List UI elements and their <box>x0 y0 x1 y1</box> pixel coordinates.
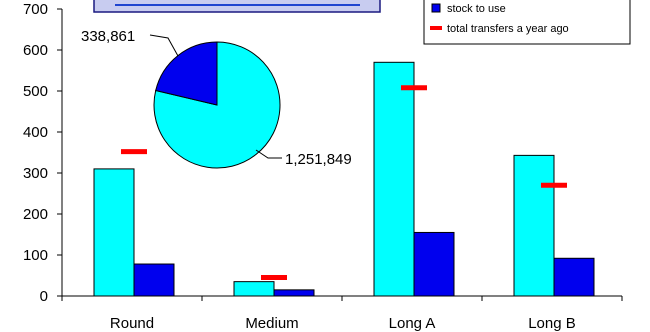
category-label: Medium <box>245 315 298 332</box>
y-tick-label: 700 <box>23 1 48 18</box>
y-tick-label: 400 <box>23 124 48 141</box>
bar-series-1-round <box>93 168 135 297</box>
bar-series-2-long-b <box>553 257 595 297</box>
legend-swatch-stock <box>431 3 441 13</box>
pie-label-large: 1,251,849 <box>285 151 352 168</box>
pie-leader-small <box>149 34 179 57</box>
pie-label-small: 338,861 <box>81 28 135 45</box>
y-tick-label: 100 <box>23 247 48 264</box>
category-label: Round <box>110 315 154 332</box>
legend-box <box>423 0 631 45</box>
y-tick-label: 500 <box>23 83 48 100</box>
category-label: Long A <box>389 315 436 332</box>
y-tick-label: 0 <box>40 288 48 305</box>
bar-series-2-round <box>133 263 175 297</box>
y-tick-label: 600 <box>23 42 48 59</box>
bar-series-1-medium <box>233 281 275 297</box>
y-tick-label: 300 <box>23 165 48 182</box>
bar-series-2-long-a <box>413 231 455 297</box>
category-label: Long B <box>528 315 576 332</box>
legend-label: total transfers a year ago <box>447 23 569 35</box>
bar-series-2-medium <box>273 289 315 297</box>
bar-series-1-long-a <box>373 61 415 297</box>
bar-series-1-long-b <box>513 154 555 297</box>
legend-label: stock to use <box>447 3 506 15</box>
y-tick-label: 200 <box>23 206 48 223</box>
pie-leader-large <box>255 149 282 159</box>
